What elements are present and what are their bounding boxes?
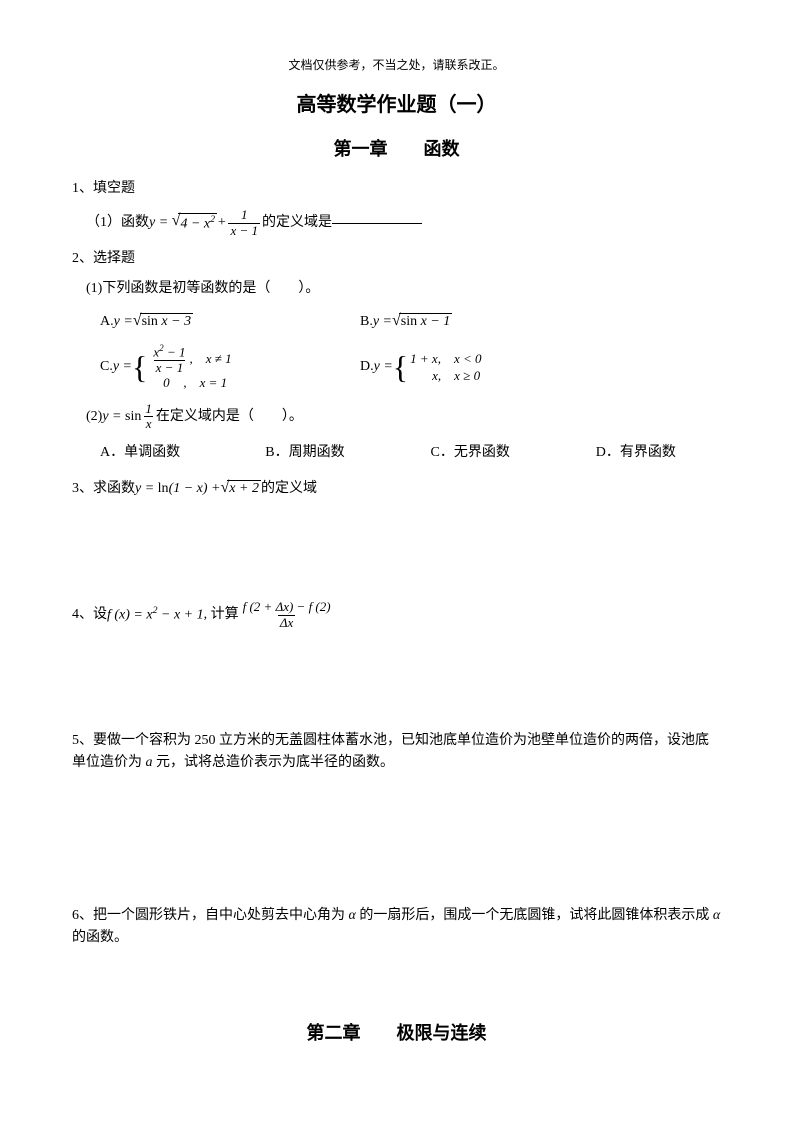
fraction: 1 x − 1 <box>228 208 260 238</box>
q5-line1: 5、要做一个容积为 250 立方米的无盖圆柱体蓄水池，已知池底单位造价为池壁单位… <box>72 730 721 752</box>
question-2-2: (2) y = sin 1 x 在定义域内是（ ）。 <box>86 402 721 432</box>
options-row-cd: C. y = { x2 − 1 x − 1 , x ≠ 1 0 , x = 1 <box>100 343 721 392</box>
q3-suffix: 的定义域 <box>261 478 317 500</box>
c-den: x − 1 <box>154 360 186 375</box>
sqrt-a: √ sin x − 3 <box>133 313 193 331</box>
piecewise-c: { x2 − 1 x − 1 , x ≠ 1 0 , x = 1 <box>132 343 232 392</box>
q4-frac-num: f (2 + Δx) − f (2) <box>241 600 333 614</box>
sqrt-expr: √ 4 − x2 <box>172 213 217 233</box>
q6-alpha1: α <box>349 908 356 923</box>
option-a: A. y = √ sin x − 3 <box>100 311 320 333</box>
frac-num: 1 <box>239 208 250 222</box>
sqrt-q3: √ x + 2 <box>221 480 261 498</box>
opt-c-label: C. <box>100 356 113 378</box>
q3-prefix: 3、求函数 <box>72 478 135 500</box>
opt-b-y: y = <box>373 311 392 333</box>
option-c: C. y = { x2 − 1 x − 1 , x ≠ 1 0 , x = 1 <box>100 343 320 392</box>
question-2-1: (1)下列函数是初等函数的是（ ）。 <box>86 278 721 300</box>
opt-2-2-b: B．周期函数 <box>265 442 390 464</box>
q5-line2-pre: 单位造价为 <box>72 755 146 770</box>
blank-underline <box>332 223 422 224</box>
c-num-rest: − 1 <box>164 344 186 359</box>
question-5: 5、要做一个容积为 250 立方米的无盖圆柱体蓄水池，已知池底单位造价为池壁单位… <box>72 730 721 775</box>
q1-1-prefix: （1）函数 <box>86 212 149 234</box>
question-6: 6、把一个圆形铁片，自中心处剪去中心角为 α 的一扇形后，围成一个无底圆锥，试将… <box>72 905 721 950</box>
q4-prefix: 4、设 <box>72 604 107 626</box>
question-1-1: （1）函数 y = √ 4 − x2 + 1 x − 1 的定义域是 <box>86 208 721 238</box>
q4-fx: f (x) = x <box>107 608 153 623</box>
spacer <box>72 510 721 600</box>
opt-2-2-c: C．无界函数 <box>431 442 556 464</box>
c-r2-cond: , x = 1 <box>183 375 227 392</box>
piecewise-d: { 1 + x, x < 0 x, x ≥ 0 <box>393 351 482 385</box>
opt-d-label: D. <box>360 356 374 378</box>
q6-line1-pre: 6、把一个圆形铁片，自中心处剪去中心角为 <box>72 908 349 923</box>
opt-d-y: y = <box>374 356 393 378</box>
q2-2-prefix: (2) <box>86 406 102 428</box>
sqrt-b: √ sin x − 1 <box>392 313 452 331</box>
options-row-2-2: A．单调函数 B．周期函数 C．无界函数 D．有界函数 <box>100 442 721 464</box>
chapter2-title: 第二章 极限与连续 <box>72 1019 721 1048</box>
spacer <box>72 785 721 905</box>
document-title: 高等数学作业题（一） <box>72 89 721 121</box>
q6-alpha2: α <box>713 908 720 923</box>
chapter1-title: 第一章 函数 <box>72 135 721 164</box>
sqrt-body: 4 − x <box>180 217 210 232</box>
option-d: D. y = { 1 + x, x < 0 x, x ≥ 0 <box>360 343 482 392</box>
q4-fx-rest: − x + 1 <box>158 608 204 623</box>
question-3: 3、求函数 y = ln(1 − x) + √ x + 2 的定义域 <box>72 478 721 500</box>
d-r1: 1 + x, x < 0 <box>410 351 481 368</box>
question-4: 4、设 f (x) = x2 − x + 1 , 计算 f (2 + Δx) −… <box>72 600 721 630</box>
c-r1-cond: , x ≠ 1 <box>189 351 231 368</box>
q5-var-a: a <box>146 755 153 770</box>
frac-num: 1 <box>143 402 154 416</box>
options-row-ab: A. y = √ sin x − 3 B. y = √ sin x − 1 <box>100 311 721 333</box>
q4-mid: , 计算 <box>204 604 239 626</box>
sqrt-exp: 2 <box>210 214 215 225</box>
header-note: 文档仅供参考，不当之处，请联系改正。 <box>72 56 721 75</box>
opt-b-label: B. <box>360 311 373 333</box>
opt-a-label: A. <box>100 311 114 333</box>
opt-a-y: y = <box>114 311 133 333</box>
q4-frac: f (2 + Δx) − f (2) Δx <box>241 600 333 630</box>
option-b: B. y = √ sin x − 1 <box>360 311 452 333</box>
section2-label: 2、选择题 <box>72 248 721 270</box>
q2-2-suffix: 在定义域内是（ ）。 <box>156 406 303 428</box>
frac-1-over-x: 1 x <box>143 402 154 432</box>
spacer <box>72 640 721 730</box>
d-r2: x, x ≥ 0 <box>410 368 481 385</box>
opt-2-2-d: D．有界函数 <box>596 442 721 464</box>
spacer <box>72 959 721 1019</box>
q5-line2-post: 元，试将总造价表示为底半径的函数。 <box>153 755 395 770</box>
frac-den: x − 1 <box>228 223 260 238</box>
q6-line1-mid: 的一扇形后，围成一个无底圆锥，试将此圆锥体积表示成 <box>356 908 713 923</box>
q3-sqrt-body: x + 2 <box>227 480 261 498</box>
q1-1-suffix: 的定义域是 <box>262 212 332 234</box>
frac-den: x <box>144 416 154 431</box>
q1-1-yeq: y = <box>149 212 168 234</box>
q1-1-plus: + <box>217 212 226 234</box>
opt-2-2-a: A．单调函数 <box>100 442 225 464</box>
q6-line2: 的函数。 <box>72 927 721 949</box>
section1-label: 1、填空题 <box>72 178 721 200</box>
q4-frac-den: Δx <box>278 615 295 630</box>
opt-c-y: y = <box>113 356 132 378</box>
c-r2-val: 0 <box>149 375 183 392</box>
